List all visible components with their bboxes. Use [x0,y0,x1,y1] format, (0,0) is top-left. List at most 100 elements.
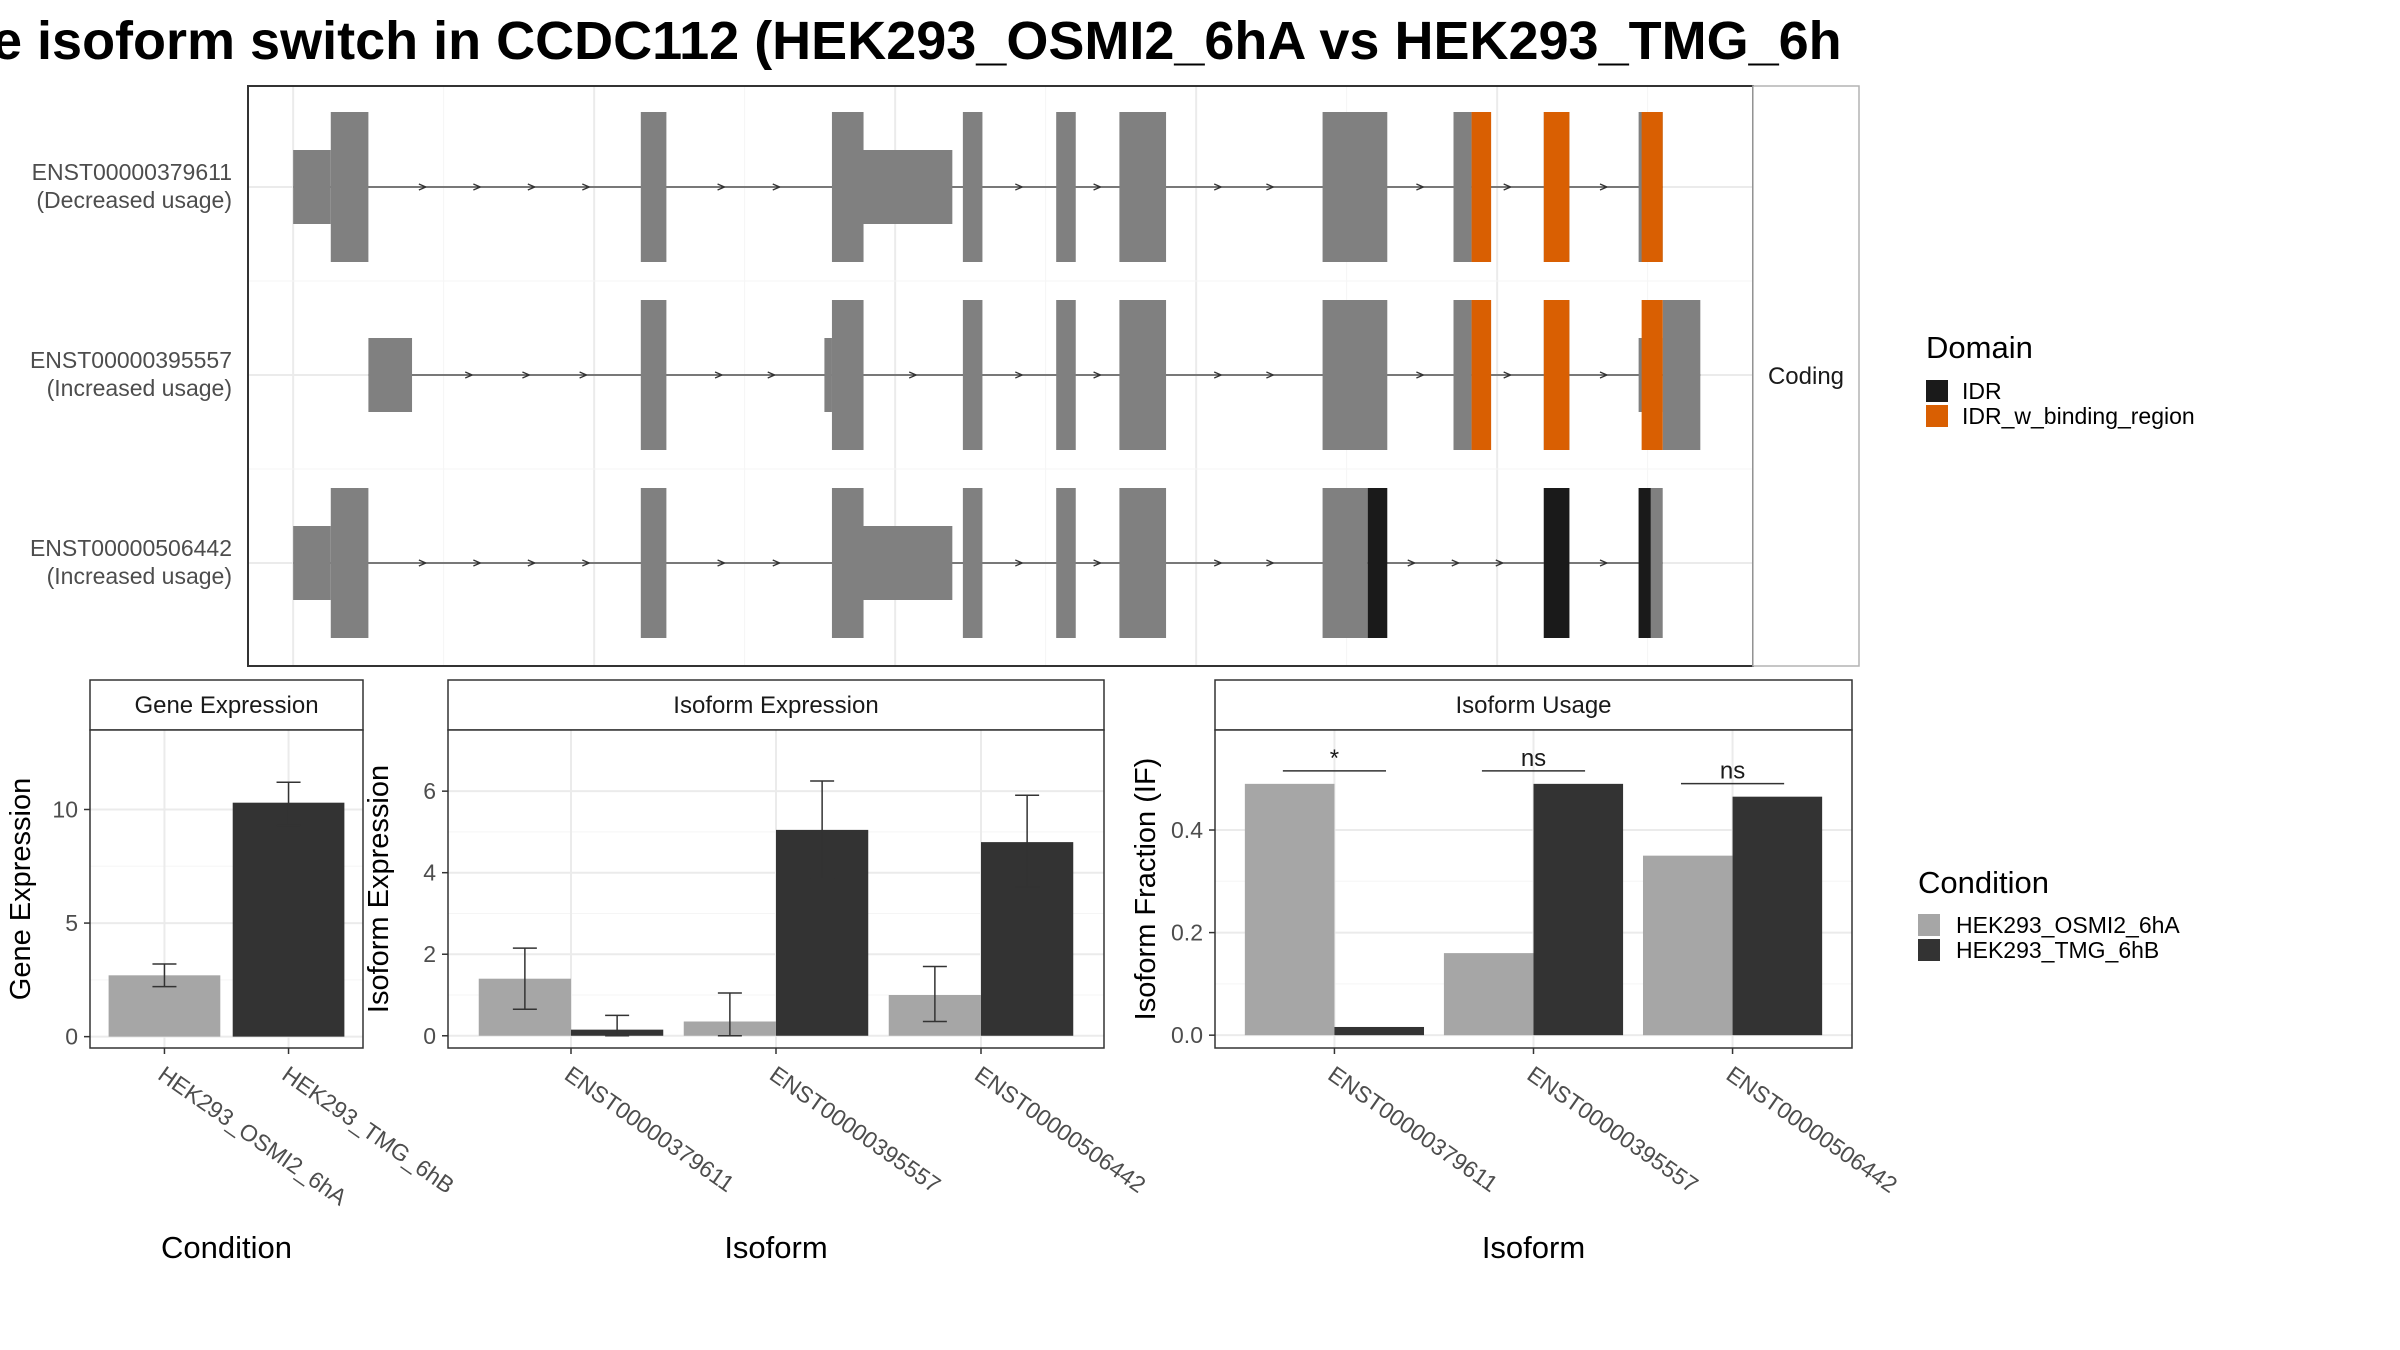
condition-legend-label: HEK293_TMG_6hB [1956,937,2159,963]
panel-border [447,729,1105,1049]
intron-arrow [717,559,727,567]
coding-exon [1119,488,1167,638]
y-tick-label: 0.4 [1171,817,1203,843]
y-tick-label: 2 [423,941,436,967]
intron-arrow [1015,371,1024,379]
coding-exon [831,112,864,262]
facet-strip-label: Coding [1768,363,1844,390]
intron-arrow [714,371,724,379]
coding-exon [1453,112,1472,262]
coding-exon [330,488,369,638]
intron-arrow [1599,559,1609,567]
condition-legend-key [1918,914,1940,936]
y-tick-label: 6 [423,778,436,804]
coding-exon [1056,488,1076,638]
panel-strip-title: Isoform Usage [1455,692,1611,719]
coding-exon [330,112,369,262]
intron-arrow [1266,371,1276,379]
coding-exon [640,488,667,638]
domain-segment-idr-w-binding-region [1641,112,1663,262]
coding-exon [962,112,983,262]
utr-exon [368,338,413,412]
coding-exon [1056,300,1076,450]
intron-arrow [1599,183,1609,191]
bar [1334,1026,1425,1036]
intron-arrow [1407,559,1417,567]
intron-arrow [527,559,537,567]
isoform-usage-label: (Increased usage) [47,563,232,589]
intron-arrow [1599,371,1609,379]
isoform-usage-label: (Decreased usage) [36,187,232,213]
utr-exon [293,150,331,224]
domain-segment-idr-w-binding-region [1641,300,1663,450]
intron-arrow [1093,559,1103,567]
domain-legend-title: Domain [1926,330,2033,365]
coding-exon [1119,300,1167,450]
coding-exon [962,300,983,450]
coding-exon [1662,300,1701,450]
coding-exon [831,300,864,450]
x-axis-title: Isoform [1482,1230,1585,1265]
domain-segment-idr [1367,488,1388,638]
coding-exon [1322,300,1388,450]
intron-arrow [473,559,483,567]
condition-legend-key [1918,939,1940,961]
intron-arrow [1416,183,1426,191]
condition-legend-title: Condition [1918,865,2049,900]
domain-segment-idr-w-binding-region [1471,112,1492,262]
intron-arrow [1213,371,1223,379]
coding-exon [1119,112,1167,262]
coding-exon [640,300,667,450]
domain-segment-idr [1638,488,1651,638]
y-tick-label: 0.2 [1171,920,1203,946]
coding-exon [831,488,864,638]
domain-legend-label: IDR [1962,378,2002,404]
x-tick-label: ENST00000395557 [765,1061,945,1198]
coding-exon [1322,488,1368,638]
domain-legend-key [1926,380,1948,402]
intron-arrow [717,183,727,191]
intron-arrow [1266,559,1276,567]
domain-segment-idr [1543,488,1570,638]
domain-segment-idr-w-binding-region [1543,300,1570,450]
intron-arrow [908,371,918,379]
panel-border [89,729,364,1049]
coding-exon [1322,112,1388,262]
panel-strip-title: Gene Expression [134,692,318,719]
intron-arrow [464,371,474,379]
x-tick-label: ENST00000506442 [1722,1061,1902,1198]
panel-border [1214,729,1853,1049]
bar [1533,783,1624,1036]
plot-title: e isoform switch in CCDC112 (HEK293_OSMI… [0,11,1842,71]
y-tick-label: 0 [65,1024,78,1050]
intron-arrow [767,371,777,379]
significance-label: * [1330,745,1339,772]
x-axis-title: Condition [161,1230,292,1265]
bar [232,802,345,1037]
intron-arrow [1416,371,1426,379]
condition-legend-label: HEK293_OSMI2_6hA [1956,912,2180,938]
intron-arrow [473,183,483,191]
intron-arrow [522,371,532,379]
intron-arrow [1015,559,1024,567]
intron-arrow [1451,559,1461,567]
intron-arrow [527,183,537,191]
y-tick-label: 5 [65,910,78,936]
significance-label: ns [1720,758,1745,785]
intron-arrow [418,559,428,567]
y-tick-label: 10 [52,797,78,823]
domain-segment-idr-w-binding-region [1471,300,1492,450]
intron-arrow [1266,183,1276,191]
utr-exon [857,526,953,600]
intron-arrow [1503,183,1513,191]
significance-label: ns [1521,745,1546,772]
intron-arrow [1213,559,1223,567]
panel-strip-title: Isoform Expression [673,692,878,719]
facet-strip [1752,85,1860,667]
bar [1642,855,1733,1036]
y-tick-label: 0 [423,1023,436,1049]
isoform-usage-label: (Increased usage) [47,375,232,401]
